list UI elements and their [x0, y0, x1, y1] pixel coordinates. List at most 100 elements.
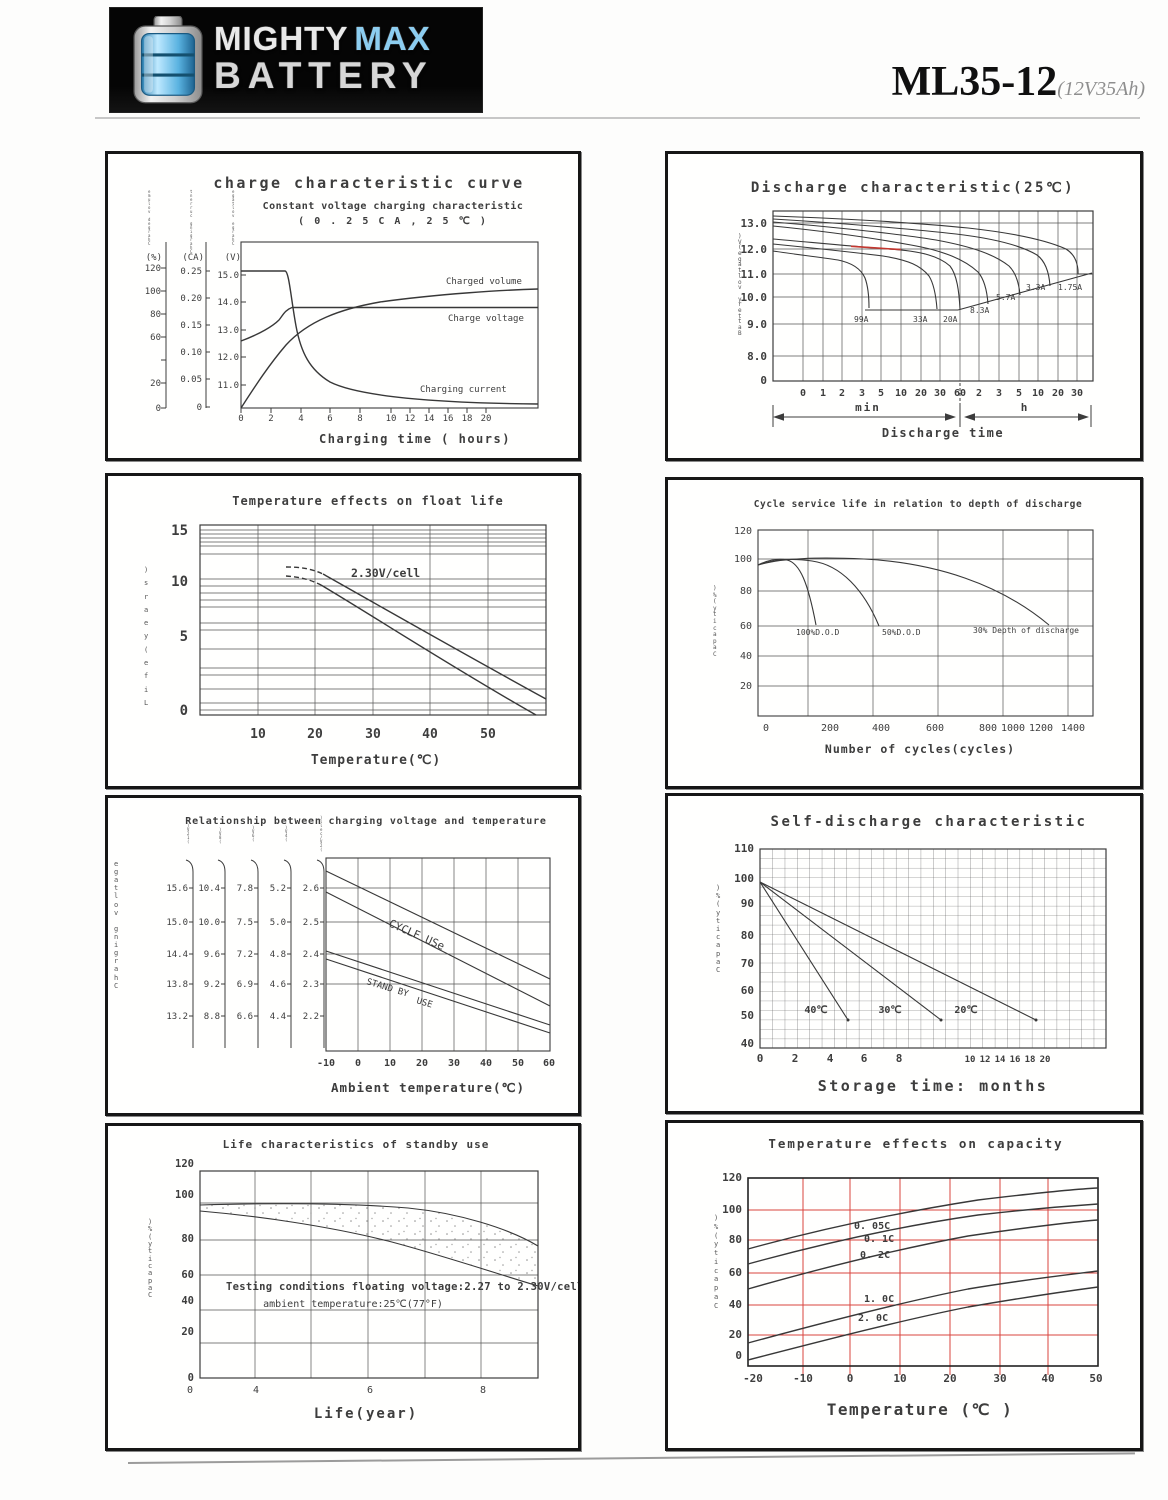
- scale-2v: 2.6 2.5 2.4 2.3 2.2: [303, 884, 319, 1022]
- tick-label: 15.0: [166, 918, 188, 928]
- tick-label: 14.4: [166, 950, 188, 960]
- tick-label: 7.8: [237, 884, 253, 894]
- band-lower: [199, 1210, 539, 1287]
- unit-percent: (%): [146, 253, 162, 263]
- grid: [758, 530, 1093, 716]
- scale-8v: 10.4 10.0 9.6 9.2 8.8: [198, 884, 220, 1022]
- x-axis-label: Temperature (℃ ): [827, 1400, 1013, 1419]
- grid: [326, 858, 550, 1051]
- tick-label: 2.4: [303, 950, 319, 960]
- tick-label: -10: [317, 1058, 335, 1069]
- curve-charging-current: [241, 270, 539, 405]
- tick-label: 60: [741, 984, 754, 997]
- label-2.0c: 2. 0C: [858, 1313, 888, 1324]
- y-axis-label: ) s r a e y ( e f i L: [144, 566, 149, 707]
- x-ticks: 0 200 400 600 800 1000 1200 1400: [763, 723, 1085, 734]
- percent-ticks: 120 100 80 60 20 0: [145, 264, 161, 414]
- tick-label: 0: [735, 1349, 742, 1362]
- tick-label: 6.6: [237, 1012, 253, 1022]
- tick-label: 10.0: [741, 291, 768, 304]
- tick-label: 8.8: [204, 1012, 220, 1022]
- tick-label: 11.0: [741, 268, 768, 281]
- chart-charge-characteristic: charge characteristic curve Constant vol…: [105, 151, 581, 461]
- tick-label: 40: [181, 1295, 194, 1307]
- chart-standby-life: Life characteristics of standby use 120 1…: [105, 1123, 581, 1451]
- curve-33A: [772, 243, 938, 310]
- tick-label: 8.0: [747, 350, 767, 363]
- tick-label: 9.6: [204, 950, 220, 960]
- label-50dod: 50%D.O.D: [882, 628, 921, 637]
- tick-label: 30: [934, 388, 946, 399]
- tick-label: 14.0: [217, 298, 239, 308]
- tick-label: 1200: [1029, 723, 1053, 734]
- tick-label: 30: [365, 727, 381, 742]
- note-ambient: ambient temperature:25℃(77°F): [263, 1299, 443, 1310]
- curve-5.7A: [772, 221, 1021, 296]
- tick-label: 13.0: [217, 326, 239, 336]
- curve-labels: 0. 05C 0. 1C 0. 2C 1. 0C 2. 0C: [854, 1221, 894, 1324]
- tick-label: 200: [821, 723, 839, 734]
- tick-label: 10: [895, 388, 907, 399]
- tick-label: 2.6: [303, 884, 319, 894]
- curve-50dod: [757, 558, 880, 627]
- tick-label: 0.15: [180, 321, 202, 331]
- x-axis-label: Ambient temperature(℃): [331, 1080, 525, 1095]
- label-standby: STAND BY: [365, 977, 410, 999]
- tick-label: 7.5: [237, 918, 253, 928]
- curve-30dod: [757, 557, 1050, 626]
- note-conditions: Testing conditions floating voltage:2.27…: [226, 1281, 578, 1293]
- tick-label: 40: [729, 1298, 742, 1311]
- x-axis-label: Storage time: months: [818, 1077, 1049, 1095]
- tick-label: 10: [250, 727, 266, 742]
- x-ticks: 10 20 30 40 50: [250, 727, 496, 742]
- label-charging-current: Charging current: [420, 385, 507, 395]
- scale-header: ) V 6 (: [252, 825, 255, 842]
- tick-label: 40: [480, 1058, 492, 1069]
- x-ticks: 0 2 4 6 8 10 12 14 16 18 20: [238, 414, 491, 424]
- tick-label: 20: [729, 1328, 742, 1341]
- curve-30c: [759, 881, 942, 1021]
- tick-label: 100: [175, 1189, 194, 1201]
- label-5.7A: 5.7A: [996, 293, 1015, 302]
- label-30dod: 30% Depth of discharge: [973, 626, 1079, 635]
- y-axis-label: e g a t l o v g n i g r a h C: [114, 860, 119, 990]
- model-heading: ML35-12(12V35Ah): [845, 58, 1145, 106]
- tick-label: 0.05: [180, 375, 202, 385]
- tick-label: 4.6: [270, 980, 286, 990]
- band-lower: [320, 584, 537, 716]
- tick-label: 14: [424, 414, 435, 424]
- curves: [759, 881, 1038, 1022]
- tick-label: 80: [740, 586, 752, 597]
- curve-99A: [772, 250, 870, 309]
- tick-label: 4: [298, 414, 303, 424]
- chart-title: Relationship between charging voltage an…: [185, 815, 547, 827]
- tick-label: 0: [760, 374, 767, 387]
- tick-label: 12: [980, 1055, 991, 1065]
- plot-frame: [759, 848, 1107, 1049]
- tick-label: 9.2: [204, 980, 220, 990]
- annotation: 2.30V/cell: [351, 566, 420, 580]
- brand-word-mighty: MIGHTY: [214, 20, 349, 57]
- tick-label: 50: [1089, 1372, 1102, 1385]
- tick-label: 1: [820, 388, 826, 399]
- tick-label: 12: [405, 414, 416, 424]
- micro-axis-label: e g a t l o v e g r a h C: [232, 189, 235, 246]
- tick-label: 0.10: [180, 348, 202, 358]
- tick-label: 10.4: [198, 884, 220, 894]
- label-3.3A: 3.3A: [1026, 283, 1045, 292]
- curve-2.0c: [747, 1286, 1099, 1361]
- band-fill: [200, 1203, 538, 1286]
- tick-label: 400: [872, 723, 890, 734]
- tick-label: 5.0: [270, 918, 286, 928]
- chart-condition: ( 0 . 2 5 C A , 2 5 ℃ ): [298, 216, 488, 227]
- curve-labels: Charged volume Charge voltage Charging c…: [420, 277, 524, 395]
- curve-0.05c: [747, 1187, 1099, 1250]
- tick-label: 60: [740, 621, 752, 632]
- chart-title: Cycle service life in relation to depth …: [754, 499, 1083, 510]
- tick-label: 0: [187, 1385, 193, 1396]
- tick-label: 40: [741, 1037, 754, 1050]
- label-1.0c: 1. 0C: [864, 1294, 894, 1305]
- tick-label: 20: [915, 388, 927, 399]
- curves: [240, 270, 539, 409]
